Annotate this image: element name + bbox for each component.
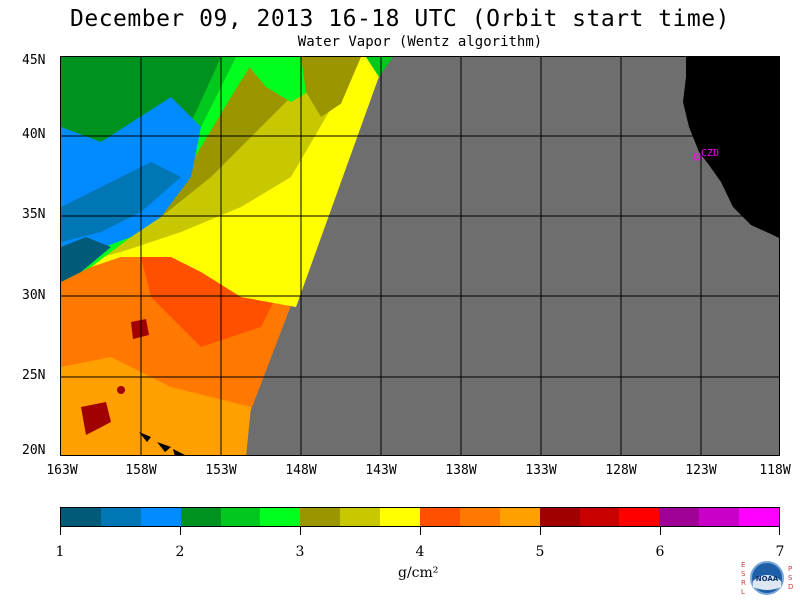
water-vapor-map: CZD [60,56,780,456]
lon-label-118w: 118W [759,463,791,478]
hawaii-island-3 [173,449,185,455]
lat-label-45n: 45N [22,53,46,68]
colorbar-tick [540,527,541,535]
noaa-logo: NOAA E S R L P S D [741,561,793,596]
lon-label-153w: 153W [205,463,237,478]
lon-label-138w: 138W [445,463,477,478]
colorbar-swatch [579,508,620,526]
station-label: CZD [701,148,719,159]
esrl-letters-l: L [741,588,745,596]
station-marker-icon [693,153,701,161]
hawaii-island-2 [157,442,171,452]
graticule [61,57,779,455]
lat-label-25n: 25N [22,368,46,383]
swath-light-orange [61,357,251,455]
colorbar-tick-label: 6 [655,544,665,560]
map-subtitle: Water Vapor (Wentz algorithm) [297,34,543,50]
colorbar-swatch [100,508,141,526]
colorbar-swatch [420,508,460,526]
colorbar-swatch [659,508,700,526]
colorbar-swatch [340,508,381,526]
colorbar-swatch [380,508,421,526]
moist-patch-3 [117,386,125,394]
station-czd: CZD [693,148,719,161]
map-title: December 09, 2013 16-18 UTC (Orbit start… [70,6,730,32]
colorbar-tick [180,527,181,535]
colorbar-swatch [220,508,261,526]
swath-upper-green-right [366,57,393,77]
colorbar-tick [779,527,780,535]
colorbar-tick-label: 7 [775,544,785,560]
colorbar-tick [60,527,61,535]
lat-label-30n: 30N [22,288,46,303]
moist-patch-1 [81,402,111,435]
colorbar-tick-label: 3 [295,544,305,560]
colorbar-swatch [499,508,540,526]
colorbar-tick-label: 1 [55,544,65,560]
lat-label-35n: 35N [22,207,46,222]
colorbar-unit: g/cm² [398,565,439,581]
colorbar-tick-label: 2 [175,544,185,560]
swath-dark-blue [61,237,111,282]
lon-label-123w: 123W [685,463,717,478]
lon-label-143w: 143W [365,463,397,478]
colorbar-tick [420,527,421,535]
swath-layer [61,57,393,455]
colorbar-swatch [140,508,181,526]
moist-patch-2 [131,319,149,339]
lon-label-158w: 158W [125,463,157,478]
colorbar-swatch [180,508,221,526]
psd-letters-d: D [788,583,793,591]
colorbar-swatch [539,508,580,526]
swath-mid-blue [61,162,181,242]
swath-upper-yellow [331,57,386,127]
noaa-logo-text: NOAA [756,575,779,583]
swath-upper-green [241,57,316,102]
lat-label-20n: 20N [22,443,46,458]
colorbar-tick-label: 5 [535,544,545,560]
map-svg: CZD [61,57,779,455]
lon-label-128w: 128W [605,463,637,478]
colorbar-tick-label: 4 [415,544,425,560]
psd-letters-p: P [788,565,792,573]
colorbar-swatch [61,508,101,526]
lon-label-148w: 148W [285,463,317,478]
colorbar-swatch [699,508,740,526]
lat-label-40n: 40N [22,127,46,142]
hawaii-island-1 [139,432,151,442]
colorbar-swatch [260,508,301,526]
lon-label-163w: 163W [46,463,78,478]
colorbar-swatch [300,508,341,526]
esrl-letters-r: R [741,579,746,587]
swath-upper-olive [301,57,361,117]
colorbar-ticks [60,527,780,535]
psd-letters-s: S [788,574,793,582]
colorbar-tick [300,527,301,535]
colorbar-tick [660,527,661,535]
colorbar-swatch [459,508,500,526]
esrl-letters-e: E [741,561,745,569]
colorbar-swatch [619,508,660,526]
land-california [683,57,779,238]
esrl-letters-s: S [741,570,746,578]
lon-label-133w: 133W [525,463,557,478]
colorbar-swatch [739,508,780,526]
colorbar [60,507,780,527]
